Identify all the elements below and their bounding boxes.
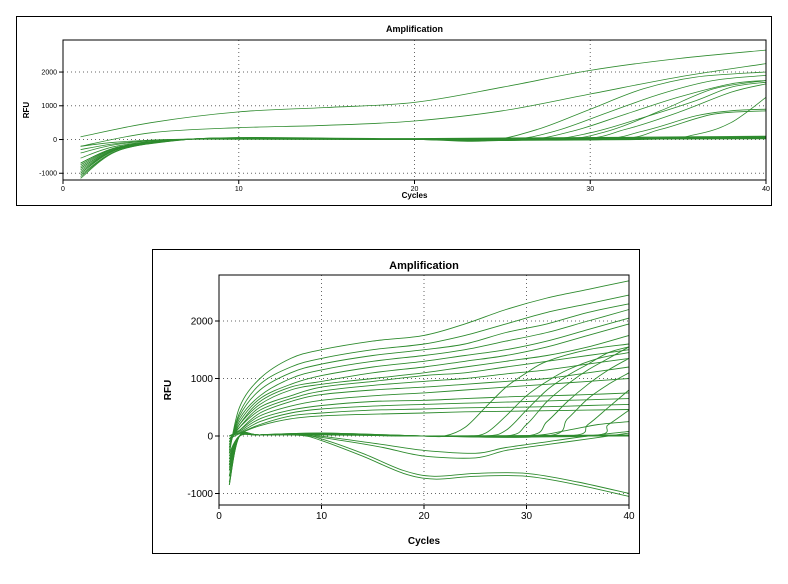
- amplification-curve-15: [229, 409, 630, 440]
- x-axis-label: Cycles: [408, 536, 441, 547]
- y-tick-label: 2000: [191, 317, 214, 328]
- amplification-curve-7: [228, 334, 630, 443]
- amplification-curve-15: [80, 137, 767, 164]
- amplification-curve-5: [80, 80, 767, 174]
- chart-svg-top: Amplification 0 10 20 30 40 -1000 0 1000 2000 Cycl…: [22, 24, 770, 200]
- amplification-curve-6: [228, 323, 630, 445]
- amplification-curve-17: [228, 352, 630, 471]
- amplification-curve-8: [80, 83, 767, 169]
- amplification-curve-3: [228, 303, 630, 448]
- amplification-curve-17: [80, 137, 767, 154]
- amplification-curve-19: [80, 138, 767, 147]
- amplification-curve-13: [229, 398, 630, 437]
- x-tick-label: 10: [235, 186, 243, 193]
- plot-frame: [218, 274, 630, 506]
- amplification-curve-1: [228, 280, 630, 454]
- amplification-curve-9: [228, 357, 630, 440]
- amplification-curve-6: [80, 81, 767, 172]
- amplification-curve-29: [228, 432, 630, 463]
- amplification-curve-25: [228, 433, 630, 460]
- amplification-curve-31: [228, 432, 630, 497]
- amplification-curve-4: [228, 309, 630, 448]
- amplification-curve-24: [228, 421, 630, 465]
- amplification-curve-16: [80, 137, 767, 159]
- amplification-curve-5: [228, 317, 630, 445]
- amplification-curve-13: [80, 136, 767, 174]
- y-tick-label: 0: [53, 137, 57, 144]
- amplification-curve-3: [80, 71, 767, 177]
- amplification-curve-27: [228, 433, 630, 457]
- amplification-curve-12: [80, 135, 767, 179]
- chart-title: Amplification: [389, 260, 459, 272]
- x-tick-label: 30: [586, 186, 594, 193]
- amplification-curve-2: [80, 63, 767, 147]
- chart-amplification-bottom: Amplification 0 10 20 30 40 -1000 0 1000 2000 Cycl…: [152, 249, 640, 554]
- x-tick-label: 20: [418, 511, 430, 522]
- x-tick-label: 10: [316, 511, 328, 522]
- x-tick-label: 30: [521, 511, 533, 522]
- x-tick-label: 0: [216, 511, 222, 522]
- y-tick-label: 0: [207, 432, 213, 443]
- y-tick-label: -1000: [39, 171, 57, 178]
- amplification-curve-8: [228, 349, 630, 443]
- x-axis-label: Cycles: [402, 191, 428, 200]
- y-axis-label: RFU: [163, 380, 174, 401]
- y-tick-label: -1000: [187, 489, 213, 500]
- amplification-curve-14: [229, 403, 630, 437]
- amplification-curve-22: [228, 389, 630, 477]
- x-tick-label: 0: [61, 186, 65, 193]
- amplification-curve-11: [229, 378, 630, 437]
- chart-amplification-top: Amplification 0 10 20 30 40 -1000 0 1000 2000 Cycl…: [16, 16, 772, 206]
- x-tick-label: 20: [411, 186, 419, 193]
- y-tick-label: 1000: [41, 103, 57, 110]
- amplification-curve-21: [228, 372, 630, 485]
- y-axis-label: RFU: [22, 102, 31, 119]
- chart-title: Amplification: [386, 24, 443, 34]
- amplification-curve-30: [228, 433, 630, 494]
- amplification-curve-10: [229, 366, 630, 440]
- y-tick-label: 1000: [191, 374, 214, 385]
- x-tick-label: 40: [762, 186, 770, 193]
- x-tick-label: 40: [623, 511, 635, 522]
- amplification-curve-1: [80, 49, 767, 138]
- y-tick-label: 2000: [41, 69, 57, 76]
- amplification-curve-12: [229, 392, 630, 437]
- amplification-curve-2: [228, 294, 630, 451]
- amplification-curve-14: [80, 136, 767, 169]
- amplification-curve-20: [228, 358, 630, 485]
